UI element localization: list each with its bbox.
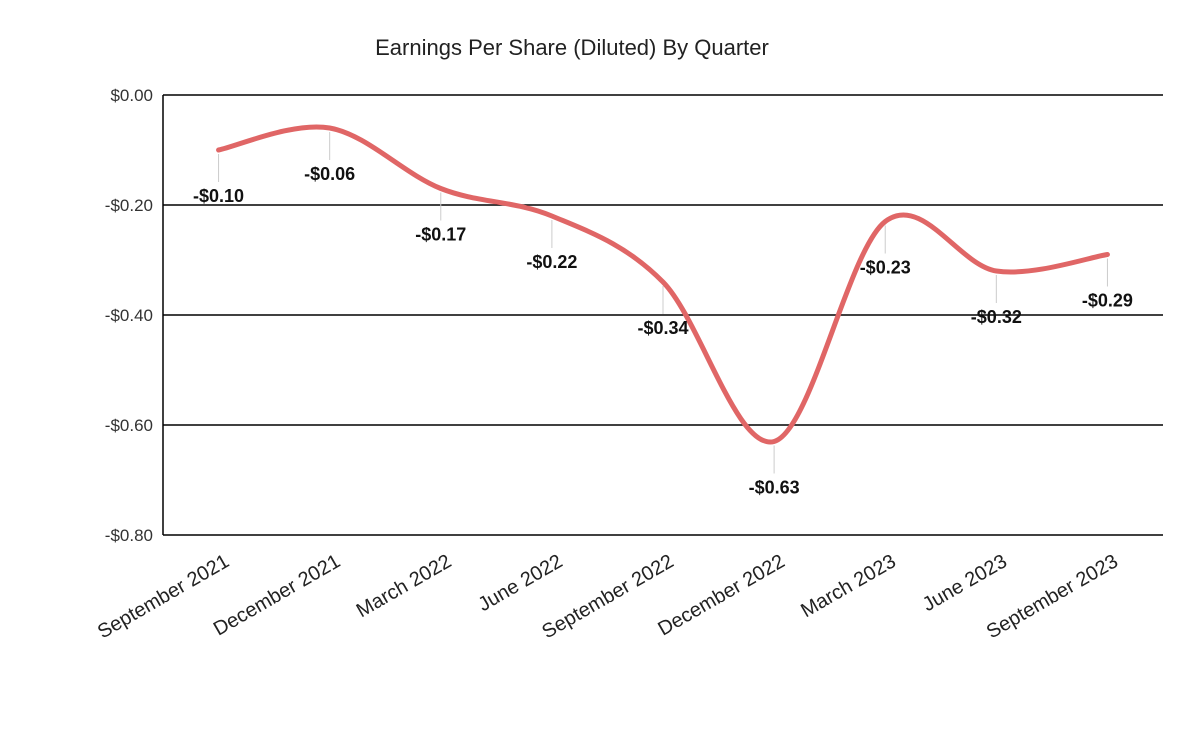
x-tick-label: June 2023 (919, 550, 1011, 616)
data-label: -$0.17 (415, 225, 466, 245)
x-tick-label: March 2023 (797, 550, 899, 622)
x-tick-label: June 2022 (474, 550, 566, 616)
data-label: -$0.34 (637, 318, 688, 338)
x-tick-label: September 2021 (94, 550, 233, 643)
data-label: -$0.06 (304, 164, 355, 184)
y-tick-label: -$0.60 (105, 416, 153, 435)
y-tick-label: -$0.80 (105, 526, 153, 545)
data-labels: -$0.10 -$0.06 -$0.17 -$0.22 -$0.34 -$0.63 -$0.… (193, 164, 1133, 498)
data-label: -$0.63 (749, 478, 800, 498)
chart-title: Earnings Per Share (Diluted) By Quarter (375, 35, 769, 60)
x-tick-label: December 2021 (210, 550, 344, 640)
y-tick-label: $0.00 (110, 86, 153, 105)
y-tick-label: -$0.40 (105, 306, 153, 325)
data-label: -$0.29 (1082, 291, 1133, 311)
series-lines (216, 124, 1110, 445)
data-label: -$0.10 (193, 186, 244, 206)
gridlines (162, 94, 1163, 536)
data-label: -$0.32 (971, 307, 1022, 327)
y-tick-label: -$0.20 (105, 196, 153, 215)
series-line (216, 124, 1110, 445)
x-tick-label: March 2022 (353, 550, 455, 622)
data-label: -$0.23 (860, 258, 911, 278)
data-label: -$0.22 (526, 252, 577, 272)
x-tick-label: December 2022 (654, 550, 788, 640)
y-axis-ticks: $0.00 -$0.20 -$0.40 -$0.60 -$0.80 (105, 86, 153, 545)
label-leaders (218, 132, 1108, 474)
